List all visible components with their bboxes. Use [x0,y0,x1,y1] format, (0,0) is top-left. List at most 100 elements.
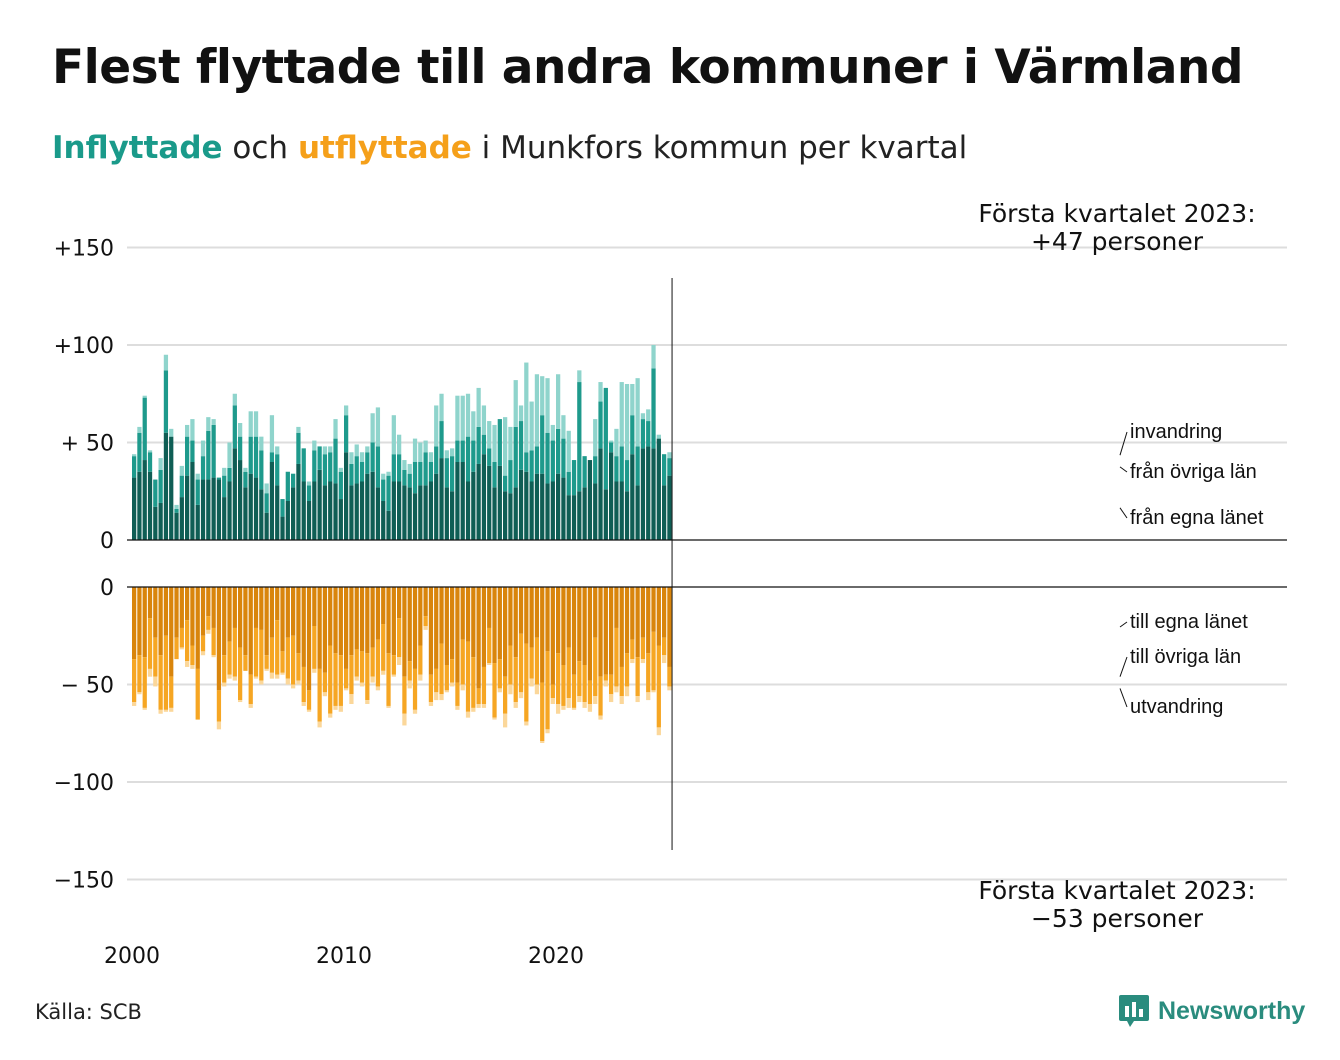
bar-segment-bottom [222,682,227,687]
bar-segment-bottom [269,672,275,679]
bar-segment-bottom [545,587,550,652]
bar-segment-bottom [587,680,593,704]
bar-segment-top [630,415,635,455]
bar-segment-top [412,462,418,494]
bar-segment-bottom [609,587,614,675]
bar-segment-top [163,354,169,371]
bar-segment-bottom [269,637,275,673]
bar-segment-top [391,454,396,482]
bar-segment-top [513,426,518,488]
bar-segment-bottom [291,635,296,685]
bar-segment-top [476,463,481,540]
bar-segment-top [566,430,571,472]
bar-segment-top [344,415,349,453]
bar-segment-top [333,419,338,439]
bar-segment-bottom [248,587,253,675]
bar-segment-top [222,467,227,476]
bar-segment-bottom [656,587,661,646]
bar-segment-bottom [296,653,301,681]
bar-segment-bottom [556,653,561,704]
bar-segment-top [561,438,566,478]
bar-segment-bottom [333,587,338,654]
bar-segment-bottom [503,676,508,714]
bar-segment-top [651,448,656,540]
bar-segment-top [614,428,619,457]
bar-segment-top [169,436,174,540]
bar-segment-bottom [354,676,359,681]
bar-segment-bottom [391,587,396,656]
bar-segment-top [306,481,312,486]
bar-segment-top [646,409,651,422]
bar-segment-bottom [232,627,237,677]
bar-segment-bottom [476,704,481,708]
bar-segment-bottom [253,587,259,628]
bar-segment-bottom [328,645,333,714]
bar-segment-top [386,510,391,540]
bar-segment-top [439,458,444,540]
bar-segment-bottom [412,668,418,710]
bar-segment-top [577,370,582,383]
bar-segment-top [259,450,264,490]
bar-segment-bottom [206,629,211,634]
bar-segment-top [571,460,577,496]
bar-segment-bottom [587,704,593,712]
bar-segment-top [163,432,169,540]
bar-segment-top [391,415,396,455]
bar-segment-top [412,438,418,462]
bar-segment-bottom [513,702,518,708]
bar-segment-bottom [566,587,571,648]
bar-segment-top [227,442,232,468]
bar-segment-bottom [359,682,365,687]
bar-segment-bottom [550,587,555,685]
bar-segment-bottom [434,587,439,669]
bar-segment-top [609,442,614,453]
bar-segment-top [238,436,243,461]
bar-segment-bottom [534,637,540,685]
bar-segment-top [381,501,386,540]
bar-segment-top [147,471,153,540]
bar-segment-top [434,446,439,474]
bar-segment-top [619,481,624,540]
bar-segment-top [524,471,529,540]
bar-segment-bottom [402,676,407,714]
bar-segment-top [640,448,646,540]
bar-segment-top [312,440,317,451]
bar-segment-bottom [312,587,317,626]
bar-segment-bottom [259,680,264,685]
bar-segment-bottom [423,626,428,630]
bar-segment-bottom [206,616,211,630]
bar-segment-bottom [471,587,476,658]
bar-segment-bottom [153,587,158,638]
bar-segment-bottom [216,690,222,722]
bar-segment-top [471,440,476,472]
bar-segment-bottom [534,684,540,695]
bar-segment-top [359,481,365,540]
bar-segment-bottom [375,639,381,687]
bar-segment-top [614,481,619,540]
bar-segment-bottom [524,721,529,726]
bar-segment-bottom [211,655,216,658]
bar-segment-top [423,485,428,540]
bar-segment-top [503,475,508,492]
bar-segment-bottom [269,587,275,638]
bar-segment-top [259,489,264,540]
bar-segment-top [450,448,455,457]
bar-segment-top [624,491,630,540]
bar-segment-bottom [163,709,169,712]
bar-segment-bottom [619,696,624,704]
bar-segment-top [556,473,561,540]
bar-segment-top [185,475,190,540]
bar-segment-bottom [630,587,635,640]
bar-segment-bottom [476,688,481,704]
bar-segment-bottom [179,647,184,650]
bar-segment-bottom [381,587,386,625]
bar-segment-top [540,473,545,540]
bar-segment-top [439,421,444,459]
bar-segment-bottom [322,587,328,673]
bar-segment-top [253,411,259,437]
bar-segment-bottom [508,684,513,695]
bar-segment-bottom [503,713,508,728]
bar-segment-top [582,487,587,540]
bar-segment-top [455,440,460,462]
bar-segment-bottom [370,676,375,683]
